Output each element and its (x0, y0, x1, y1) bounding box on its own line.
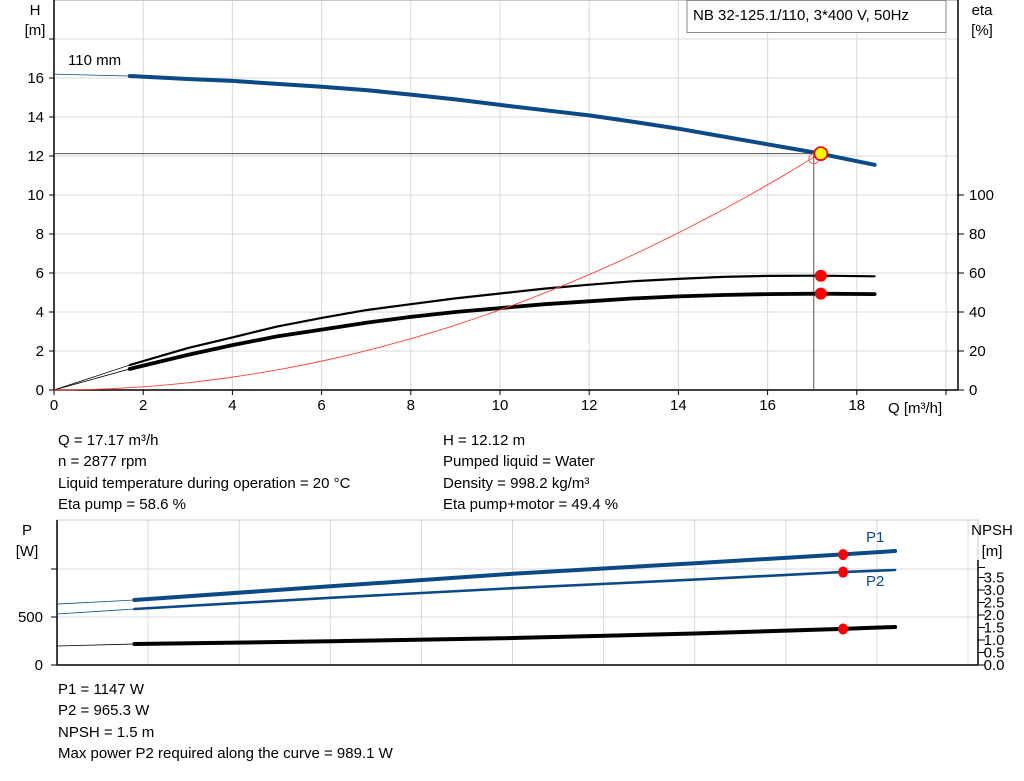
npsh-tick-label: 1.5 (984, 620, 1005, 637)
P2-curve (133, 568, 897, 611)
P1-curve (132, 549, 898, 602)
curve-label: 110 mm (68, 52, 121, 69)
chart-title: NB 32-125.1/110, 3*400 V, 50Hz (693, 7, 909, 24)
head-extension (53, 73, 130, 77)
y-tick-label: 8 (36, 226, 44, 243)
eta-pump-motor-extension (53, 368, 130, 391)
y-tick-label: 6 (36, 265, 44, 282)
info-max-p2: Max power P2 required along the curve = … (58, 744, 393, 762)
npsh-tick-label: 3.5 (984, 570, 1005, 587)
y2-axis-unit: [%] (971, 22, 993, 39)
npsh-tick-label: 0.5 (984, 645, 1005, 662)
x-tick-label: 8 (407, 397, 415, 414)
y2-tick-label: 40 (969, 304, 986, 321)
x-tick-label: 12 (581, 397, 598, 414)
y2-tick-label: 80 (969, 226, 986, 243)
p-axis-unit: [W] (16, 543, 39, 560)
info-speed: n = 2877 rpm (58, 453, 147, 471)
info-flow: Q = 17.17 m³/h (58, 432, 159, 449)
x-tick-label: 2 (139, 397, 147, 414)
npsh-tick-label: 2.0 (984, 607, 1005, 624)
x-tick-label: 6 (317, 397, 325, 414)
eta-pump-point (814, 269, 827, 282)
p-axis-label: P (22, 522, 32, 539)
x-tick-label: 18 (848, 397, 865, 414)
P1-duty-point (838, 549, 849, 561)
y-axis-unit: [m] (25, 22, 46, 39)
p-tick-label: 0 (35, 657, 43, 674)
eta-pump-motor-point (814, 287, 827, 300)
npsh-tick-label: 1.0 (984, 632, 1005, 649)
info-eta-pump-motor: Eta pump+motor = 49.4 % (443, 495, 619, 513)
y-tick-label: 0 (36, 382, 44, 399)
head-curve (127, 74, 877, 167)
NPSH-duty-point (838, 623, 849, 635)
y-tick-label: 14 (27, 109, 44, 126)
npsh-axis-label: NPSH (971, 522, 1013, 539)
info-bottom: P1 = 1147 W P2 = 965.3 W NPSH = 1.5 m Ma… (58, 679, 393, 764)
info-p2: P2 = 965.3 W (58, 702, 150, 720)
y2-tick-label: 100 (969, 187, 994, 204)
P2-duty-point (838, 566, 849, 578)
x-axis-label: Q [m³/h] (888, 400, 942, 417)
system-curve (53, 153, 821, 391)
duty-point (813, 146, 829, 162)
y-tick-label: 12 (27, 148, 44, 165)
x-tick-label: 10 (492, 397, 509, 414)
x-tick-label: 14 (670, 397, 687, 414)
P2-extension (56, 608, 135, 615)
y2-axis-label: eta (972, 2, 994, 19)
y-axis-label: H (30, 2, 41, 19)
NPSH-curve (132, 625, 898, 646)
y2-tick-label: 20 (969, 343, 986, 360)
npsh-tick-label: 3.0 (984, 582, 1005, 599)
y-tick-label: 16 (27, 70, 44, 87)
npsh-axis-unit: [m] (982, 543, 1003, 560)
P1-extension (56, 599, 135, 605)
eta-pump-curve (128, 274, 876, 367)
info-npsh: NPSH = 1.5 m (58, 723, 155, 741)
y-tick-label: 2 (36, 343, 44, 360)
P1-label: P1 (866, 529, 884, 546)
info-temperature: Liquid temperature during operation = 20… (58, 474, 351, 492)
info-liquid: Pumped liquid = Water (443, 453, 595, 471)
x-tick-label: 16 (759, 397, 776, 414)
npsh-tick-label: 0.0 (984, 657, 1005, 674)
NPSH-extension (56, 643, 135, 647)
y2-tick-label: 60 (969, 265, 986, 282)
eta-pump-motor-curve (127, 291, 877, 371)
y2-tick-label: 0 (969, 382, 977, 399)
npsh-tick-label: 2.5 (984, 595, 1005, 612)
p-tick-label: 500 (18, 609, 43, 626)
info-head: H = 12.12 m (443, 432, 526, 449)
P2-label: P2 (866, 573, 884, 590)
info-top-right: H = 12.12 m Pumped liquid = Water Densit… (443, 430, 618, 515)
info-p1: P1 = 1147 W (58, 681, 145, 698)
title-box (686, 0, 947, 33)
eta-pump-extension (53, 364, 130, 391)
x-tick-label: 0 (50, 397, 58, 414)
info-top-left: Q = 17.17 m³/h n = 2877 rpm Liquid tempe… (58, 430, 350, 515)
info-density: Density = 998.2 kg/m³ (443, 474, 590, 492)
info-eta-pump: Eta pump = 58.6 % (58, 495, 186, 513)
y-tick-label: 10 (27, 187, 44, 204)
y-tick-label: 4 (36, 304, 44, 321)
x-tick-label: 4 (228, 397, 236, 414)
